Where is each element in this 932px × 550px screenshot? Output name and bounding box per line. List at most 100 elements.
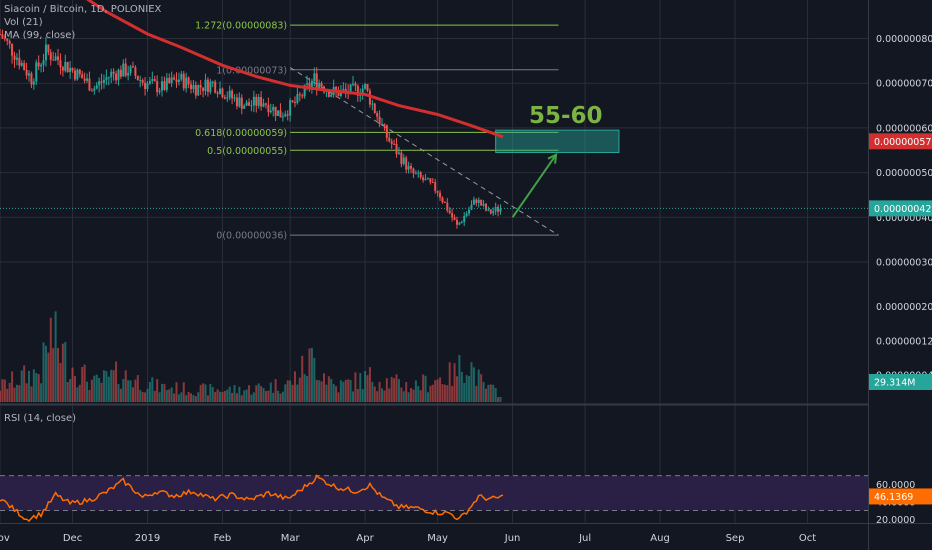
- candle-body: [93, 88, 96, 91]
- volume-bar: [182, 382, 185, 402]
- volume-bar: [390, 376, 393, 402]
- volume-bar: [141, 391, 144, 402]
- rsi-line: [0, 474, 504, 523]
- candle-body: [277, 110, 280, 116]
- volume-bar: [151, 377, 154, 402]
- volume-bar: [286, 380, 289, 402]
- candle-body: [88, 78, 91, 91]
- volume-bar: [296, 384, 299, 402]
- candle-body: [240, 97, 243, 109]
- volume-bar: [453, 363, 456, 402]
- symbol-legend[interactable]: Siacoin / Bitcoin, 1D, POLONIEX: [4, 4, 162, 15]
- candle-body: [117, 69, 120, 81]
- volume-bar: [13, 387, 16, 402]
- volume-bar: [376, 391, 379, 402]
- candle-body: [335, 86, 338, 91]
- candle-body: [124, 63, 127, 76]
- candle-body: [267, 104, 270, 113]
- candle-body: [173, 77, 176, 80]
- candle-body: [52, 59, 55, 61]
- candle-body: [489, 209, 492, 214]
- candle-body: [354, 83, 357, 86]
- candle-body: [69, 67, 72, 73]
- volume-bar: [339, 380, 342, 402]
- volume-bar: [81, 366, 84, 402]
- candle-body: [0, 34, 1, 36]
- candle-body: [499, 208, 502, 212]
- volume-bar: [269, 382, 272, 402]
- candle-body: [342, 88, 345, 91]
- candle-body: [262, 103, 265, 107]
- volume-bar: [422, 374, 425, 402]
- volume-legend[interactable]: Vol (21): [4, 17, 43, 28]
- volume-bar: [489, 384, 492, 402]
- target-arrow[interactable]: [511, 153, 558, 218]
- volume-bar: [335, 386, 338, 402]
- price-tick-label: 0.00000070: [876, 79, 932, 90]
- time-tick-label: Jun: [504, 533, 521, 544]
- volume-bar: [429, 385, 432, 402]
- volume-bar: [347, 379, 350, 402]
- candle-body: [194, 85, 197, 96]
- fib-level-label: 0(0.00000036): [216, 231, 287, 242]
- candle-body: [269, 110, 272, 113]
- rsi-indicator: [0, 474, 868, 523]
- volume-bar: [110, 369, 113, 402]
- volume-bar: [417, 386, 420, 402]
- volume-bar: [127, 380, 130, 402]
- volume-bar: [136, 375, 139, 402]
- candle-body: [255, 96, 258, 106]
- rsi-legend[interactable]: RSI (14, close): [4, 413, 77, 424]
- volume-bar: [470, 362, 473, 402]
- candle-body: [383, 123, 386, 126]
- volume-bar: [32, 369, 35, 402]
- candle-body: [405, 157, 408, 170]
- ma-legend[interactable]: MA (99, close): [4, 30, 76, 41]
- rsi-value-tag-bg: [869, 488, 932, 505]
- volume-bar: [245, 389, 248, 402]
- candle-body: [385, 125, 388, 138]
- candle-body: [402, 157, 405, 164]
- candle-body: [197, 85, 200, 96]
- volume-bar: [209, 383, 212, 402]
- trendline[interactable]: [289, 67, 559, 236]
- volume-bar: [381, 388, 384, 402]
- volume-bar: [206, 395, 209, 402]
- volume-bar: [98, 377, 101, 402]
- candle-body: [35, 62, 38, 82]
- candle-body: [272, 106, 275, 111]
- volume-bar: [262, 388, 265, 402]
- volume-bar: [359, 373, 362, 402]
- candle-body: [233, 97, 236, 99]
- candle-body: [190, 84, 193, 90]
- candle-body: [134, 67, 137, 76]
- candle-body: [361, 88, 364, 95]
- volume-bar: [47, 352, 50, 402]
- candle-body: [448, 210, 451, 214]
- volume-bar: [272, 392, 275, 402]
- candle-body: [243, 105, 246, 109]
- target-annotation[interactable]: 55-60: [529, 103, 603, 129]
- target-zone-box[interactable]: [495, 129, 620, 153]
- fibonacci-levels[interactable]: 1.272(0.00000083) 1(0.00000073) 0.618(0.00…: [195, 21, 559, 242]
- candle-body: [206, 79, 209, 92]
- candle-body: [199, 85, 202, 88]
- candle-body: [163, 81, 166, 90]
- volume-bar: [492, 384, 495, 402]
- volume-bar: [497, 397, 500, 402]
- candle-body: [458, 222, 461, 225]
- volume-bar: [37, 374, 40, 402]
- volume-bar: [221, 391, 224, 402]
- candle-body: [318, 83, 321, 88]
- volume-bar: [52, 347, 55, 402]
- price-tick-label: 0.00000020: [876, 302, 932, 313]
- candle-body: [127, 72, 130, 76]
- volume-bar: [175, 382, 178, 402]
- arrow-shaft: [511, 154, 557, 218]
- candle-body: [463, 216, 466, 222]
- volume-bar: [30, 386, 33, 402]
- volume-bar: [69, 379, 72, 402]
- volume-bar: [204, 384, 207, 402]
- volume-bar: [291, 384, 294, 402]
